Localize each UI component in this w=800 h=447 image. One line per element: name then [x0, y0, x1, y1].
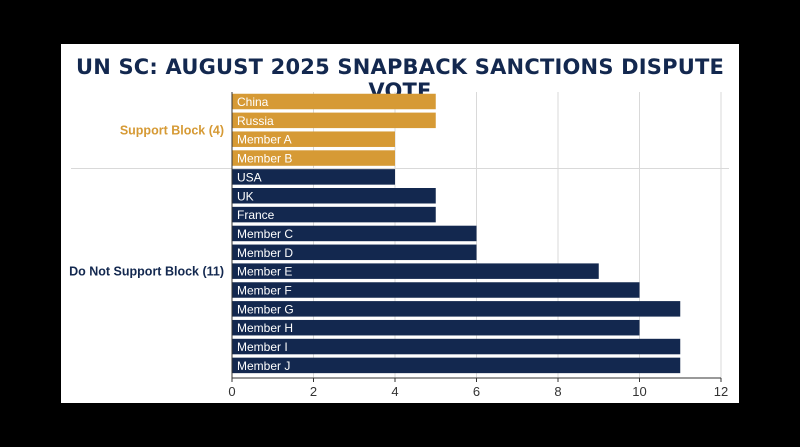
bar-chart: China Russia Member A Member B Support Block…	[69, 92, 729, 399]
x-tick-label: 0	[228, 384, 235, 399]
group-label: Do Not Support Block (11)	[69, 265, 224, 279]
chart-card: UN SC: AUGUST 2025 SNAPBACK SANCTIONS DI…	[61, 44, 739, 403]
bar-label: Member F	[237, 284, 292, 298]
bar	[232, 244, 477, 261]
bar	[232, 338, 681, 355]
chart-title: UN SC: AUGUST 2025 SNAPBACK SANCTIONS DI…	[75, 55, 725, 103]
bar	[232, 112, 436, 129]
bar	[232, 225, 477, 242]
group-label: Support Block (4)	[120, 123, 224, 137]
x-tick-label: 8	[554, 384, 561, 399]
x-tick-label: 12	[714, 384, 728, 399]
bar-label: Member A	[237, 133, 292, 147]
bar-label: France	[237, 208, 275, 222]
bar-label: Russia	[237, 114, 274, 128]
bar-label: Member B	[237, 152, 292, 166]
bar	[232, 150, 395, 166]
bar-label: Member G	[237, 302, 294, 316]
bar	[232, 131, 395, 147]
x-tick-label: 2	[310, 384, 317, 399]
bar-label: UK	[237, 189, 254, 203]
bar	[232, 188, 436, 204]
bar-label: Member D	[237, 246, 293, 260]
bar-label: Member E	[237, 265, 292, 279]
bar-label: Member I	[237, 340, 288, 354]
x-tick-label: 6	[473, 384, 480, 399]
bar	[232, 319, 640, 336]
x-tick-label: 10	[632, 384, 646, 399]
bar	[232, 169, 395, 185]
bar	[232, 357, 681, 374]
bar-label: USA	[237, 170, 262, 184]
bar	[232, 301, 681, 317]
bar-label: China	[237, 95, 269, 109]
bar	[232, 263, 599, 279]
bar	[232, 93, 436, 110]
bar-label: Member H	[237, 321, 293, 335]
bar	[232, 206, 436, 223]
bar-label: Member J	[237, 359, 290, 373]
bar-label: Member C	[237, 227, 293, 241]
x-tick-label: 4	[391, 384, 398, 399]
bar	[232, 282, 640, 298]
